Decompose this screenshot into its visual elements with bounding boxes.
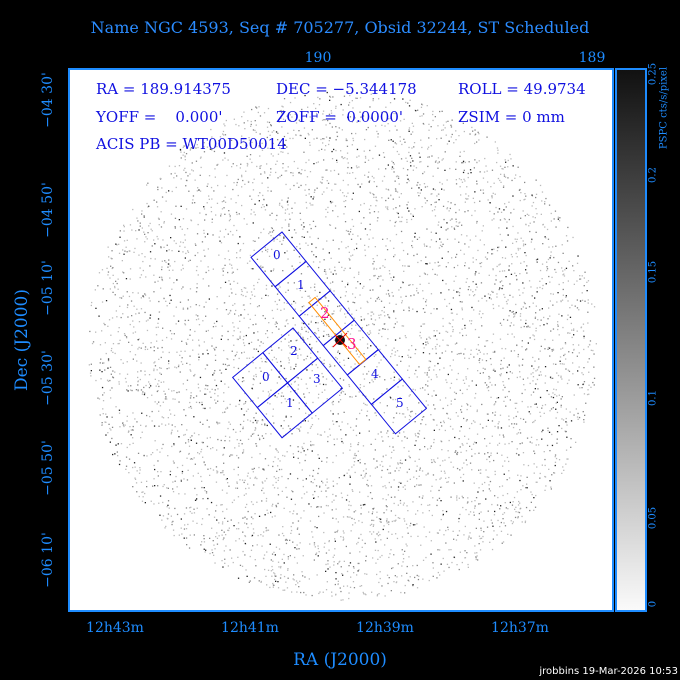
x-tick-label: 12h39m [356,620,414,636]
yoff-readout: YOFF = 0.000' [96,108,223,126]
acis-i-array [231,327,344,439]
acis-i-chip-1 [256,382,313,439]
chip-label: 3 [347,335,357,353]
x-tick-label: 12h41m [221,620,279,636]
chip-label: 1 [286,396,294,410]
chip-label: 1 [297,278,305,292]
chip-label: 5 [396,396,404,410]
x-tick-label: 12h37m [491,620,549,636]
y-tick-label: −04 30' [40,72,56,128]
roll-readout: ROLL = 49.9734 [458,80,586,98]
top-tick-label: 190 [304,50,332,66]
x-tick-label: 12h43m [86,620,144,636]
y-tick-label: −06 10' [40,532,56,588]
plot-title: Name NGC 4593, Seq # 705277, Obsid 32244… [90,18,590,37]
y-tick-label: −05 50' [40,440,56,496]
y-axis-label: Dec (J2000) [12,289,32,391]
colorbar-tick: 0.25 [647,62,659,86]
ra-readout: RA = 189.914375 [96,80,231,98]
colorbar-tick: 0.2 [647,167,659,183]
chip-label: 3 [313,372,321,386]
top-tick-label: 189 [578,50,606,66]
acis-s-chip-5 [370,378,428,435]
y-tick-label: −04 50' [40,182,56,238]
colorbar [615,68,647,612]
colorbar-tick: 0.1 [647,390,659,406]
chip-label: 0 [273,248,281,262]
acis-pb-readout: ACIS PB = WT00D50014 [96,135,287,153]
x-axis-label: RA (J2000) [293,650,387,670]
colorbar-tick: 0.15 [647,260,659,284]
photon-events [88,91,597,601]
chip-label: 4 [371,367,379,381]
zoff-readout: ZOFF = 0.0000' [276,108,404,126]
chip-label: 0 [262,370,270,384]
zsim-readout: ZSIM = 0 mm [458,108,565,126]
chip-label: 2 [290,344,298,358]
colorbar-tick: 0 [647,600,659,608]
sky-image [88,91,597,601]
y-tick-label: −05 30' [40,350,56,406]
footer-stamp: jrobbins 19-Mar-2026 10:53 [539,666,678,677]
dec-readout: DEC = −5.344178 [276,80,417,98]
sky-image-plot[interactable]: RA = 189.914375 DEC = −5.344178 ROLL = 4… [68,68,614,612]
y-tick-label: −05 10' [40,260,56,316]
acis-i-chip-0 [231,351,289,409]
colorbar-tick: 0.05 [647,506,659,530]
colorbar-label: PSPC cts/s/pixel [658,66,670,150]
grating-slit [308,296,367,366]
chip-label: 2 [320,304,330,322]
